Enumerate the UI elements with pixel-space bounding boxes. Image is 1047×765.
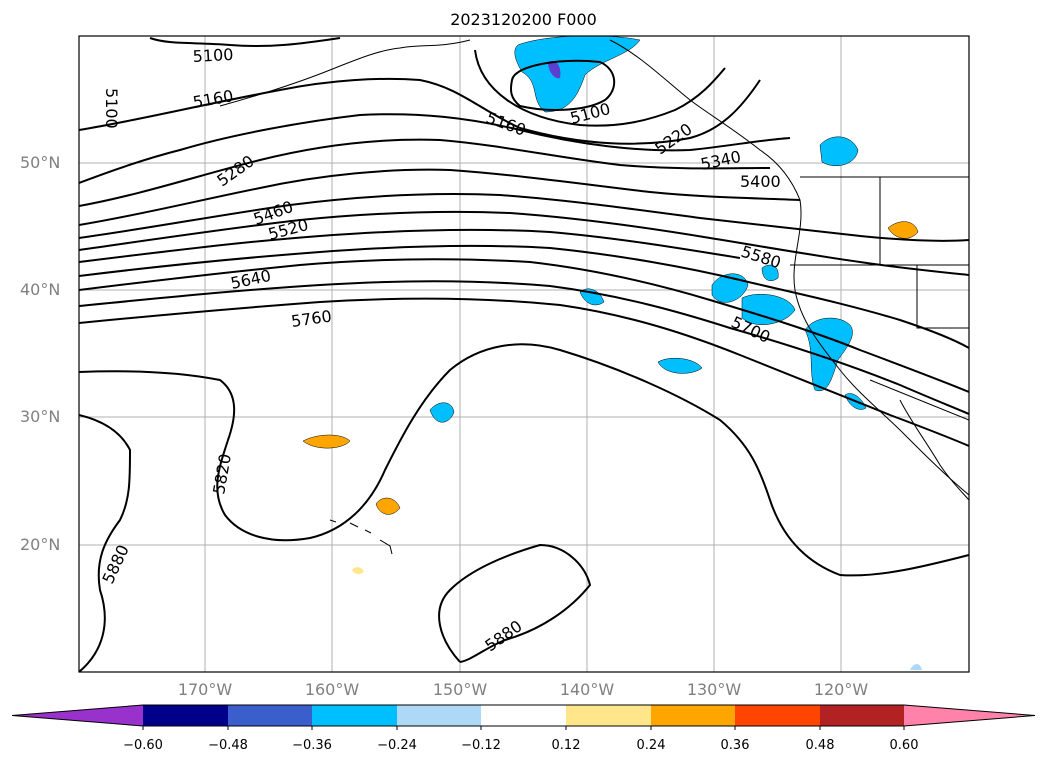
map-title: 2023120200 F000 xyxy=(450,10,597,29)
colorbar-segment xyxy=(143,705,228,726)
colorbar-segment xyxy=(312,705,397,726)
contour-5 xyxy=(79,193,969,242)
contour-6 xyxy=(79,210,969,276)
colorbar-tick-label: −0.24 xyxy=(377,738,417,753)
hawaii-islands xyxy=(329,519,393,555)
contour-10 xyxy=(79,280,969,415)
contour-low-center xyxy=(510,59,616,111)
colorbar-segment xyxy=(820,705,904,726)
colorbar-segment xyxy=(228,705,312,726)
baja xyxy=(899,399,969,501)
colorbar-tick-label: −0.48 xyxy=(208,738,248,753)
contour-5160-outer xyxy=(474,49,726,127)
colorbar-segment xyxy=(651,705,735,726)
contour-9 xyxy=(79,258,969,393)
colorbar-tick-label: 0.48 xyxy=(805,738,835,753)
patch-152w xyxy=(429,402,455,423)
patch-132w xyxy=(657,357,703,374)
contour-2 xyxy=(79,113,791,184)
map-frame xyxy=(78,35,970,673)
contour-label: 5100 xyxy=(192,45,234,66)
height-contours xyxy=(79,37,969,672)
patch-offshore-3 xyxy=(761,264,779,281)
contour-5880-west xyxy=(79,414,132,672)
lon-label: 150°W xyxy=(432,680,488,699)
contour-4 xyxy=(79,168,801,226)
patch-corner xyxy=(910,664,922,670)
contour-label: 5100 xyxy=(102,88,121,129)
patch-warm-160w xyxy=(302,434,351,449)
contour-3 xyxy=(79,138,771,207)
colorbar xyxy=(11,704,1036,730)
contour-8 xyxy=(79,244,969,349)
lon-label: 140°W xyxy=(559,680,615,699)
patch-offshore-2 xyxy=(741,293,796,325)
colorbar-segment xyxy=(904,705,1035,726)
colorbar-segment xyxy=(397,705,481,726)
contour-7 xyxy=(79,228,741,263)
patch-gulf-alaska xyxy=(514,36,641,113)
colorbar-segment xyxy=(735,705,820,726)
contour-5820 xyxy=(79,343,969,577)
lon-label: 120°W xyxy=(813,680,869,699)
colorbar-segment xyxy=(566,705,651,726)
patch-rockies xyxy=(887,221,919,239)
contour-5880-south xyxy=(438,543,592,663)
patch-gulf-alaska-core xyxy=(548,60,561,79)
colorbar-tick-label: 0.12 xyxy=(551,738,581,753)
colorbar-tick-label: 0.24 xyxy=(636,738,666,753)
colorbar-tick-label: −0.60 xyxy=(123,738,163,753)
contour-1 xyxy=(79,77,761,145)
mexico-border xyxy=(869,379,969,421)
colorbar-tick-label: 0.36 xyxy=(720,738,750,753)
contour-5100-west xyxy=(149,37,341,47)
contour-11 xyxy=(79,297,969,447)
patch-warm-small xyxy=(352,567,364,575)
colorbar-segment xyxy=(12,705,143,726)
lat-label: 50°N xyxy=(20,153,61,172)
colorbar-tick-label: 0.60 xyxy=(889,738,919,753)
lat-label: 20°N xyxy=(20,535,61,554)
patch-bc xyxy=(819,136,859,166)
lon-label: 170°W xyxy=(177,680,233,699)
interior-border-3 xyxy=(916,265,969,329)
colorbar-segment xyxy=(481,705,566,726)
colorbar-tick-label: −0.12 xyxy=(461,738,501,753)
patch-warm-hawaii xyxy=(375,497,401,515)
lat-label: 40°N xyxy=(20,280,61,299)
patch-california xyxy=(804,317,853,392)
contour-label: 5400 xyxy=(740,172,781,191)
lat-label: 30°N xyxy=(20,407,61,426)
shaded-patches xyxy=(302,36,922,670)
colorbar-tick-label: −0.36 xyxy=(292,738,332,753)
lon-label: 160°W xyxy=(304,680,360,699)
lon-label: 130°W xyxy=(686,680,742,699)
